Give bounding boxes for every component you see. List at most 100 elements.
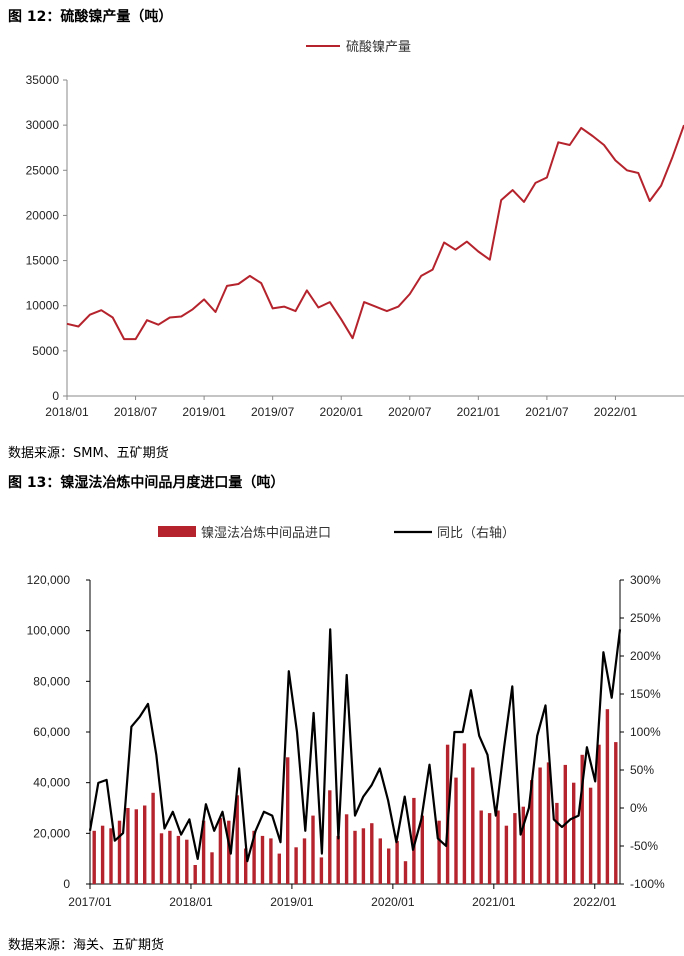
chart2-bar	[420, 815, 424, 884]
chart1-x-tick-label: 2021/07	[525, 405, 569, 419]
chart1-title: 图 12：硫酸镍产量（吨）	[8, 9, 173, 25]
chart2-plot: 0 20,000 40,000 60,000 80,000 100,000 120,000 -…	[27, 526, 665, 909]
chart1-x-tick-label: 2019/01	[182, 405, 226, 419]
chart2-right-tick-label: 0%	[630, 801, 648, 815]
chart1-y-tick-label: 0	[52, 389, 59, 403]
chart2-left-tick-label: 40,000	[33, 776, 70, 790]
chart1-plot: 0 5000 10000 15000 20000 25000 30000 35000 2018/…	[26, 40, 684, 419]
chart2-bar	[487, 813, 492, 884]
chart2-bar	[117, 820, 122, 884]
chart1-x-tick-label: 2019/07	[251, 405, 295, 419]
chart1-y-tick-label: 5000	[32, 344, 59, 358]
chart2-bar	[496, 810, 500, 884]
chart2-left-tick-label: 80,000	[33, 674, 70, 688]
chart2-bar	[471, 767, 475, 884]
chart1-y-tick-label: 10000	[26, 299, 60, 313]
chart2-bar	[605, 709, 610, 884]
chart2-bar	[462, 743, 467, 884]
chart2-bar	[546, 762, 551, 884]
chart1-y-tick-label: 25000	[26, 163, 60, 177]
chart2-bar	[504, 825, 509, 884]
chart2-x-tick-label: 2019/01	[270, 895, 314, 909]
chart2-bar	[403, 861, 408, 884]
chart2-bar	[479, 810, 483, 884]
chart2-bar	[269, 838, 273, 884]
chart2-bar	[260, 835, 265, 884]
chart2-bar	[277, 853, 281, 884]
chart1-y-tick-label: 30000	[26, 118, 60, 132]
chart2-bar	[521, 806, 525, 884]
chart2-right-tick-label: 50%	[630, 763, 654, 777]
chart1-x-tick-label: 2018/07	[114, 405, 158, 419]
chart1-y-tick-label: 20000	[26, 208, 60, 222]
chart2-bar	[328, 790, 332, 884]
chart2-right-tick-label: -100%	[630, 877, 665, 891]
chart2-bar	[168, 830, 172, 884]
chart2-bar	[572, 782, 576, 884]
chart1-x-tick-label: 2020/07	[388, 405, 432, 419]
chart2-bar	[530, 780, 534, 884]
chart2-left-tick-label: 20,000	[33, 826, 70, 840]
chart2-bar	[370, 823, 374, 884]
chart2-bar	[244, 848, 248, 884]
chart2-x-tick-label: 2020/01	[371, 895, 415, 909]
chart2-bar	[378, 838, 382, 884]
chart1-x-tick-label: 2020/01	[320, 405, 364, 419]
chart2-x-tick-label: 2022/01	[573, 895, 617, 909]
chart2-source: 数据来源：海关、五矿期货	[8, 938, 165, 953]
chart1-source: 数据来源：SMM、五矿期货	[8, 446, 169, 461]
chart2-bar	[336, 835, 340, 884]
chart2-x-tick-label: 2021/01	[472, 895, 516, 909]
chart2-bar	[143, 805, 147, 884]
chart2-bar	[218, 818, 223, 884]
chart2-bar	[126, 808, 130, 884]
chart2-bar	[319, 857, 324, 884]
chart1-legend-label: 硫酸镍产量	[346, 40, 411, 55]
chart2-bar	[134, 809, 138, 884]
chart2-bar	[92, 830, 96, 884]
chart2-bar	[100, 825, 105, 884]
chart2-bar	[210, 852, 214, 884]
chart2-bar	[193, 865, 197, 884]
chart2-bar	[387, 848, 391, 884]
chart2-bar	[185, 839, 189, 884]
chart2-bar	[344, 814, 349, 884]
chart2-bar	[286, 757, 290, 884]
chart2-right-tick-label: 250%	[630, 611, 661, 625]
chart2-bar	[412, 797, 416, 884]
chart2-bar	[227, 820, 231, 884]
chart2-bar	[555, 802, 559, 884]
chart2-left-tick-label: 0	[63, 877, 70, 891]
chart2-yoy-line	[88, 628, 622, 863]
chart2-bar	[588, 787, 593, 884]
chart2-bar	[311, 815, 315, 884]
chart1-x-tick-label: 2022/01	[594, 405, 638, 419]
chart1-x-tick-label: 2018/01	[45, 405, 89, 419]
chart2-bar	[294, 847, 298, 884]
chart2-left-tick-label: 60,000	[33, 725, 70, 739]
chart2-left-tick-label: 120,000	[27, 573, 71, 587]
chart2-bar	[580, 754, 584, 884]
chart2-legend-bar-swatch	[158, 526, 196, 537]
chart1-x-tick-label: 2021/01	[457, 405, 501, 419]
chart2-bar	[437, 820, 441, 884]
chart2-bar	[361, 828, 366, 884]
chart2-legend-bar-label: 镍湿法冶炼中间品进口	[201, 526, 331, 541]
chart2-right-tick-label: -50%	[630, 839, 658, 853]
chart2-bar	[454, 777, 458, 884]
chart2-right-tick-label: 150%	[630, 687, 661, 701]
chart2-right-tick-label: 100%	[630, 725, 661, 739]
chart2-bar	[302, 838, 307, 884]
chart2-legend-line-label: 同比（右轴）	[437, 526, 515, 541]
chart2-bar	[159, 833, 164, 884]
chart1-y-tick-label: 15000	[26, 254, 60, 268]
chart2-bar	[201, 820, 206, 884]
chart1-y-tick-label: 35000	[26, 73, 60, 87]
chart2-bar	[235, 795, 239, 884]
chart2-bar	[597, 744, 601, 884]
chart2-bar	[109, 828, 113, 884]
chart2-bar	[353, 830, 357, 884]
chart2-right-tick-label: 200%	[630, 649, 661, 663]
chart2-right-tick-label: 300%	[630, 573, 661, 587]
chart2-x-tick-label: 2018/01	[169, 895, 213, 909]
